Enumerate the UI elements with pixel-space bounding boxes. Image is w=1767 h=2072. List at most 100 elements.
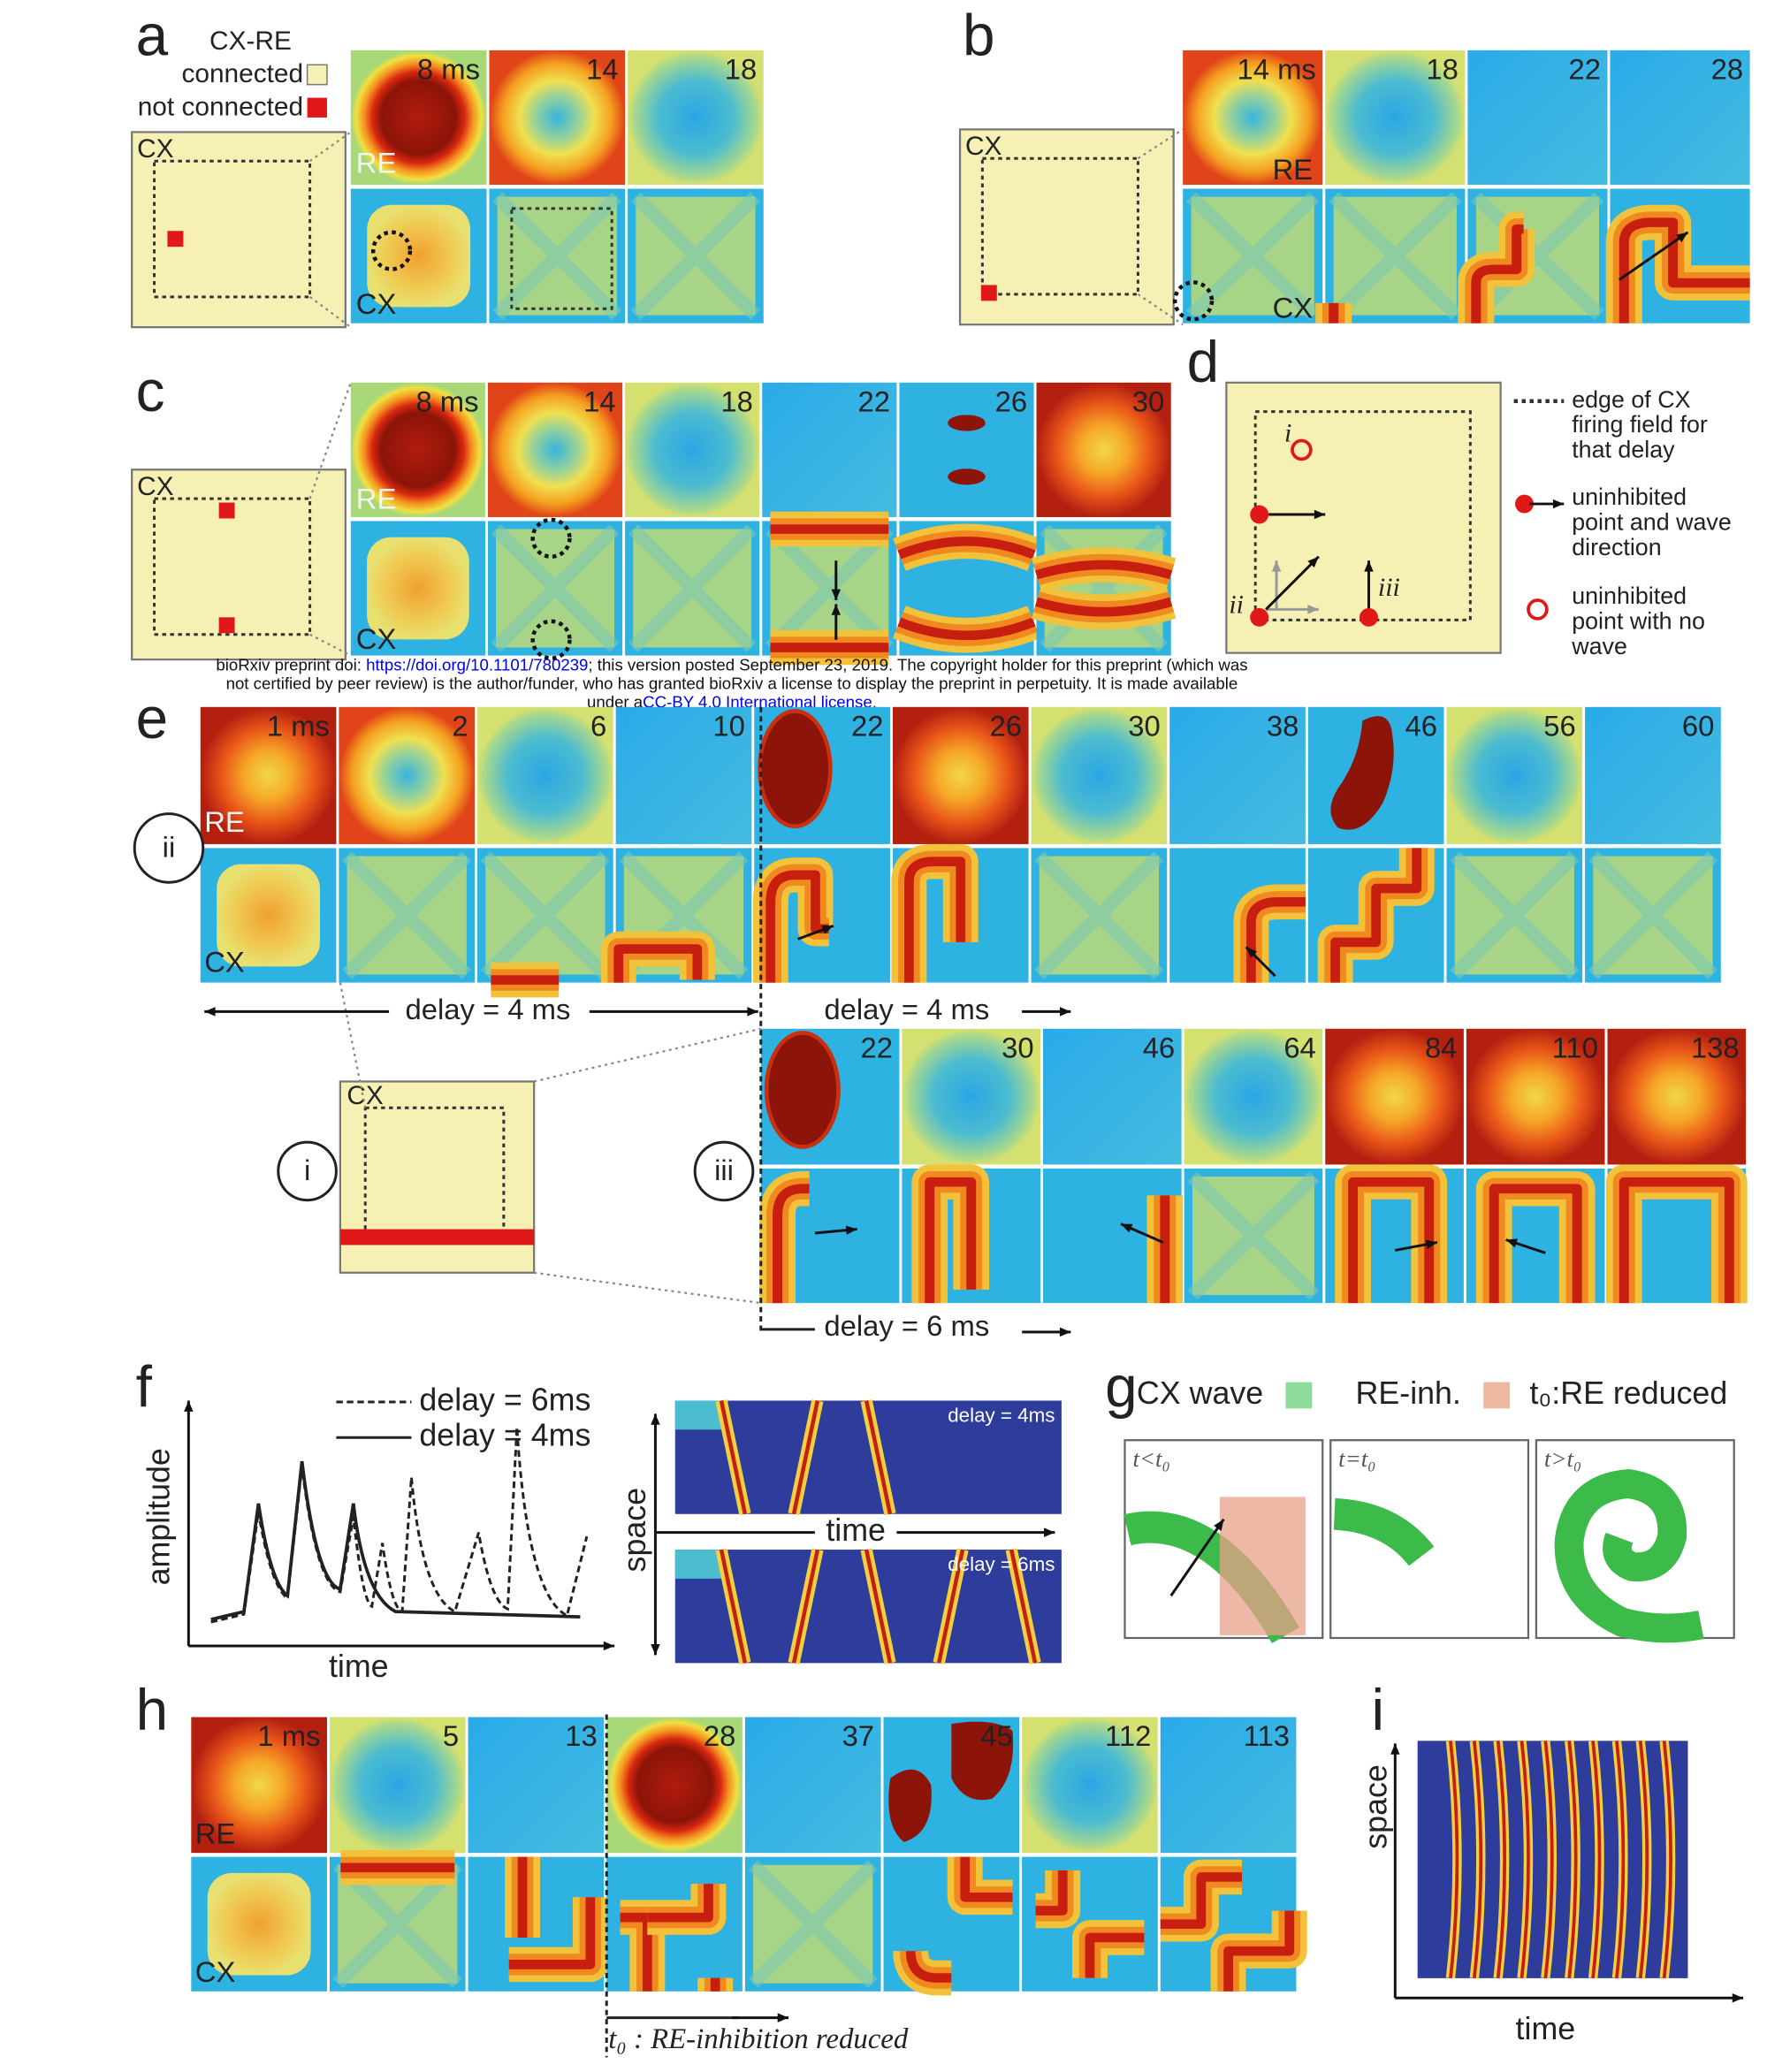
tile [330,1857,466,1992]
figure-canvas: aCX-REconnectednot connectedCX8 ms1418RE… [0,0,1767,2072]
arrow-head [184,1400,193,1411]
time-label: 14 [586,52,618,85]
zoom-line [534,1029,761,1082]
label: CX [356,287,397,320]
uninhibited-point [1360,608,1378,627]
preprint-notice: not certified by peer review) is the aut… [226,674,1238,692]
marker-label: iii [714,1154,734,1186]
axis-label: time [329,1649,389,1684]
time-label: 56 [1543,709,1575,742]
arrow-head [204,1007,215,1016]
arrow-head [1060,1007,1070,1016]
time-label: 37 [842,1719,874,1752]
label: CX wave [1137,1375,1263,1411]
notice-text: not certified by peer review) is the aut… [226,674,1238,692]
blob [766,1032,838,1146]
time-label: 22 [857,385,889,417]
tile [1446,848,1582,982]
tile [339,848,475,982]
time-label: 30 [1002,1031,1033,1063]
axis-label: time [1516,2011,1576,2046]
time-label: 10 [712,709,744,742]
label: t₀:RE reduced [1529,1375,1727,1411]
panel-letter: e [136,686,169,750]
label: CX [204,945,245,978]
label: RE [1273,153,1314,186]
time-label: 8 ms [417,52,480,85]
link[interactable]: https://doi.org/10.1101/780239 [366,655,588,674]
label: RE-inh. [1356,1375,1461,1411]
time-label: 30 [1128,709,1160,742]
schematic-label: CX [137,472,174,501]
tile [1467,189,1607,324]
label: RE [356,483,397,515]
label: delay = 4ms [419,1418,590,1453]
panel-letter: h [136,1678,169,1742]
tile [1043,1169,1182,1303]
panel-letter: f [136,1354,153,1419]
label: CX-RE [209,27,292,56]
tile [761,1169,900,1303]
tile [1325,189,1465,324]
arrow-head [1553,499,1564,508]
box-label: t>t₀ [1544,1445,1581,1472]
time-label: 30 [1132,385,1164,417]
time-label: 28 [704,1719,735,1752]
axis-label: amplitude [141,1448,176,1585]
legend-swatch [1483,1383,1510,1409]
raster-label: delay = 6ms [948,1553,1055,1575]
time-label: 14 ms [1237,52,1315,85]
label: firing field for [1572,411,1708,438]
box-label: t<t₀ [1132,1445,1169,1472]
time-label: 22 [860,1031,892,1063]
tile [628,189,764,324]
re-inh [1220,1497,1306,1635]
axis-label: time [826,1512,886,1548]
label: iii [1378,573,1400,602]
blob [759,711,830,826]
tile [893,848,1029,982]
annotation: t₀ : RE-inhibition reduced [608,2023,909,2055]
time-label: 6 [590,709,606,742]
arrow-head [1733,1993,1743,2002]
label: direction [1572,534,1661,560]
schematic-label: CX [965,132,1002,161]
blob [948,468,986,484]
tile [1607,1169,1746,1303]
label: edge of CX [1572,386,1690,413]
time-label: 26 [990,709,1022,742]
tile [762,521,896,655]
panel-letter: d [1187,330,1220,394]
label: CX [1273,291,1314,324]
time-label: 64 [1283,1031,1315,1063]
label: ii [1229,590,1244,619]
tile [884,1857,1020,1992]
label: not connected [138,92,303,121]
label: point and wave [1572,509,1732,536]
tile [899,521,1033,655]
time-label: 13 [565,1719,597,1752]
tile [1022,1857,1158,1992]
not-connected-point [981,285,997,301]
tile [606,1857,743,1992]
label: that delay [1572,436,1675,462]
box-label: t=t₀ [1338,1445,1375,1472]
time-label: 18 [725,52,757,85]
time-label: 18 [720,385,752,417]
blob [948,415,986,430]
tile [1037,521,1171,655]
legend-open-point [1528,600,1547,619]
label: uninhibited [1572,484,1687,510]
notice-text: ; this version posted September 23, 2019… [588,655,1247,674]
arrow-head [604,1642,614,1650]
uninhibited-point [1250,506,1268,524]
time-label: 113 [1244,1719,1290,1752]
marker-label: ii [163,831,176,864]
panel-letter: a [136,3,169,67]
arrow-head [651,1413,659,1424]
tile [1308,848,1444,982]
tile [1466,1169,1605,1303]
tile [1184,1169,1323,1303]
time-label: 110 [1552,1031,1598,1063]
label: point with no [1572,607,1705,634]
